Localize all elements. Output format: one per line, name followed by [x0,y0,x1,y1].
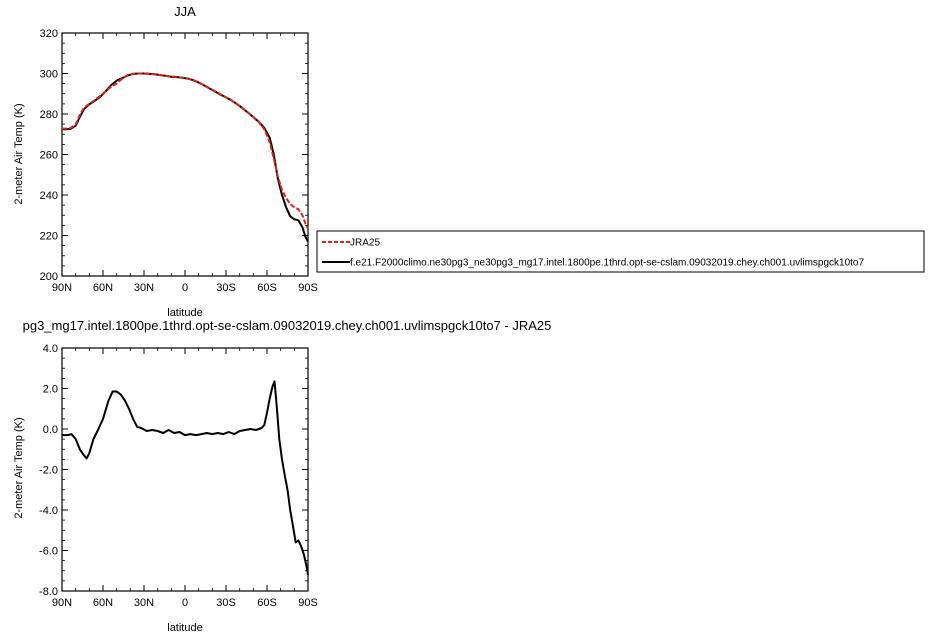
bottom-x-tick-label: 90S [298,597,318,609]
bottom-y-tick-label: -2.0 [39,465,58,477]
bottom-y-axis-label: 2-meter Air Temp (K) [13,417,25,518]
legend-label-model: f.e21.F2000climo.ne30pg3_ne30pg3_mg17.in… [350,258,864,269]
bottom-y-tick-label: 2.0 [43,384,58,396]
top-axis-ticks: 90N 60N 30N 0 30S 60S 90S 200 220 240 260 280 300 320 [40,28,318,294]
bottom-plot-frame [61,347,309,592]
bottom-x-tick-label: 0 [182,597,188,609]
bottom-y-tick-label: -8.0 [39,586,58,598]
top-series-lines [62,72,309,243]
bottom-y-tick-label: -6.0 [39,546,58,558]
top-y-tick-label: 240 [40,190,58,202]
legend: JRA25 f.e21.F2000climo.ne30pg3_ne30pg3_m… [316,230,925,273]
top-x-tick-label: 60S [257,282,277,294]
top-y-tick-label: 200 [40,271,58,283]
bottom-x-tick-label: 30S [216,597,236,609]
top-y-axis-label: 2-meter Air Temp (K) [13,103,25,204]
bottom-x-tick-label: 30N [134,597,154,609]
top-x-tick-label: 30S [216,282,236,294]
top-x-tick-label: 0 [182,282,188,294]
top-y-tick-label: 320 [40,28,58,40]
top-y-tick-label: 260 [40,150,58,162]
bottom-y-tick-label: -4.0 [39,505,58,517]
bottom-x-tick-label: 60N [93,597,113,609]
top-x-tick-label: 30N [134,282,154,294]
top-panel: JJA latitude 2-meter Air Temp (K) 90N 60N… [13,4,318,319]
top-x-tick-label: 90N [52,282,72,294]
bottom-series-line-0 [62,380,309,575]
top-series-line-1 [62,72,309,243]
top-x-axis-label: latitude [167,307,202,319]
legend-box [316,230,925,273]
top-series-line-0 [62,72,309,229]
bottom-axis-ticks: 90N 60N 30N 0 30S 60S 90S -8.0 -6.0 -4.0 -2.0 0.0 2.… [39,343,318,609]
bottom-x-tick-label: 90N [52,597,72,609]
bottom-y-tick-label: 0.0 [43,424,58,436]
bottom-y-tick-label: 4.0 [43,343,58,355]
bottom-chart-title: pg3_mg17.intel.1800pe.1thrd.opt-se-cslam… [23,318,552,333]
top-y-tick-label: 220 [40,231,58,243]
top-y-tick-label: 280 [40,109,58,121]
top-y-tick-label: 300 [40,69,58,81]
top-x-tick-label: 90S [298,282,318,294]
top-chart-title: JJA [174,4,196,19]
bottom-series-lines [62,380,309,575]
bottom-x-tick-label: 60S [257,597,277,609]
legend-label-jra25: JRA25 [350,238,380,249]
bottom-panel: pg3_mg17.intel.1800pe.1thrd.opt-se-cslam… [13,318,551,634]
bottom-x-axis-label: latitude [167,622,202,634]
top-plot-frame [61,32,309,277]
top-x-tick-label: 60N [93,282,113,294]
